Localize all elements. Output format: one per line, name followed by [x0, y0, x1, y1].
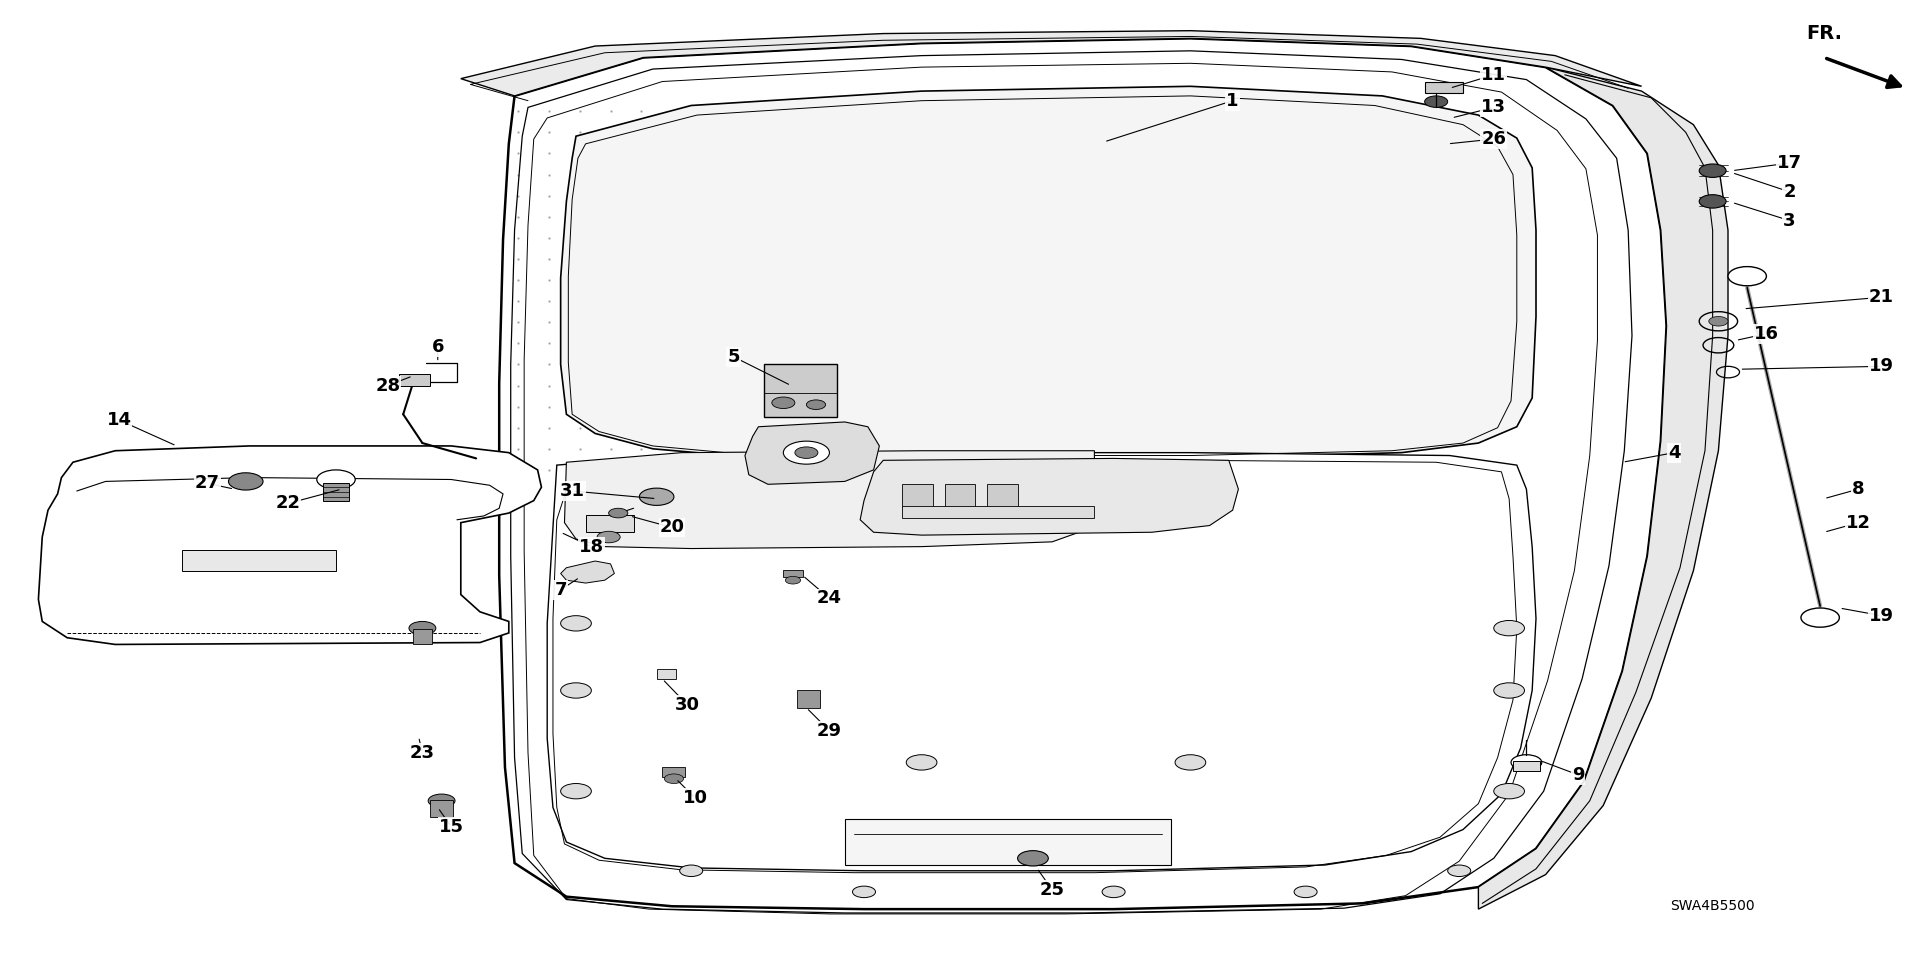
Circle shape	[1102, 886, 1125, 898]
Text: 17: 17	[1776, 154, 1803, 172]
Text: 6: 6	[432, 339, 444, 356]
Circle shape	[664, 774, 684, 784]
Text: 16: 16	[1753, 325, 1780, 342]
Polygon shape	[860, 458, 1238, 535]
Text: 21: 21	[1868, 289, 1895, 306]
Text: 22: 22	[275, 495, 301, 512]
Text: 9: 9	[1572, 766, 1584, 784]
Bar	[902, 506, 1094, 518]
Polygon shape	[547, 453, 1536, 871]
Circle shape	[1494, 683, 1524, 698]
Circle shape	[1511, 755, 1542, 770]
Bar	[945, 484, 975, 507]
Polygon shape	[461, 31, 1642, 96]
Polygon shape	[1478, 67, 1728, 909]
Bar	[657, 669, 676, 679]
Text: 27: 27	[194, 475, 221, 492]
Text: 2: 2	[1784, 183, 1795, 200]
Circle shape	[228, 473, 263, 490]
Text: SWA4B5500: SWA4B5500	[1670, 899, 1755, 913]
Circle shape	[1294, 886, 1317, 898]
Circle shape	[1425, 96, 1448, 107]
Circle shape	[561, 784, 591, 799]
Polygon shape	[499, 38, 1667, 909]
Text: 30: 30	[674, 696, 701, 713]
Text: 29: 29	[816, 722, 843, 739]
Text: 24: 24	[816, 590, 843, 607]
Text: 26: 26	[1480, 130, 1507, 148]
Circle shape	[772, 397, 795, 409]
Text: 18: 18	[578, 538, 605, 555]
Text: 11: 11	[1480, 66, 1507, 83]
Text: 13: 13	[1480, 99, 1507, 116]
Bar	[783, 570, 803, 577]
Text: 14: 14	[106, 411, 132, 429]
Polygon shape	[38, 446, 541, 644]
Text: 12: 12	[1845, 514, 1872, 531]
Circle shape	[409, 621, 436, 635]
Circle shape	[317, 470, 355, 489]
Circle shape	[795, 447, 818, 458]
Circle shape	[597, 531, 620, 543]
Circle shape	[561, 616, 591, 631]
Circle shape	[1801, 608, 1839, 627]
Circle shape	[1448, 865, 1471, 877]
Bar	[1425, 82, 1463, 93]
Circle shape	[1728, 267, 1766, 286]
Text: 8: 8	[1853, 480, 1864, 498]
Bar	[902, 484, 933, 507]
Text: 20: 20	[659, 519, 685, 536]
Circle shape	[1699, 164, 1726, 177]
Circle shape	[639, 488, 674, 505]
Circle shape	[783, 441, 829, 464]
Text: 1: 1	[1227, 92, 1238, 109]
Circle shape	[561, 683, 591, 698]
Bar	[764, 364, 837, 417]
Bar	[987, 484, 1018, 507]
Bar	[399, 374, 430, 386]
Circle shape	[1699, 195, 1726, 208]
Text: 25: 25	[1039, 881, 1066, 899]
Circle shape	[1494, 620, 1524, 636]
Circle shape	[1018, 851, 1048, 866]
Circle shape	[609, 508, 628, 518]
Bar	[586, 515, 634, 532]
Circle shape	[680, 865, 703, 877]
Text: 15: 15	[438, 818, 465, 835]
Bar	[430, 800, 453, 817]
Text: 19: 19	[1868, 358, 1895, 375]
Circle shape	[806, 400, 826, 409]
Text: FR.: FR.	[1807, 24, 1841, 43]
Circle shape	[1494, 784, 1524, 799]
Text: 23: 23	[409, 744, 436, 761]
Polygon shape	[561, 561, 614, 583]
Text: 4: 4	[1668, 444, 1680, 461]
Circle shape	[428, 794, 455, 807]
Text: 19: 19	[1868, 607, 1895, 624]
Circle shape	[906, 755, 937, 770]
Text: 3: 3	[1784, 212, 1795, 229]
Circle shape	[852, 886, 876, 898]
Polygon shape	[745, 422, 879, 484]
Circle shape	[1175, 755, 1206, 770]
Bar	[413, 629, 432, 644]
Text: 7: 7	[555, 581, 566, 598]
Polygon shape	[564, 451, 1094, 549]
Text: 31: 31	[559, 482, 586, 500]
Text: 10: 10	[682, 789, 708, 807]
Text: 28: 28	[374, 377, 401, 394]
Bar	[182, 550, 336, 571]
Text: 5: 5	[728, 348, 739, 365]
Bar	[845, 819, 1171, 865]
Circle shape	[785, 576, 801, 584]
Polygon shape	[561, 86, 1536, 458]
Bar	[1513, 761, 1540, 771]
Bar	[323, 483, 349, 501]
Bar	[662, 767, 685, 777]
Circle shape	[1709, 316, 1728, 326]
Bar	[797, 690, 820, 708]
